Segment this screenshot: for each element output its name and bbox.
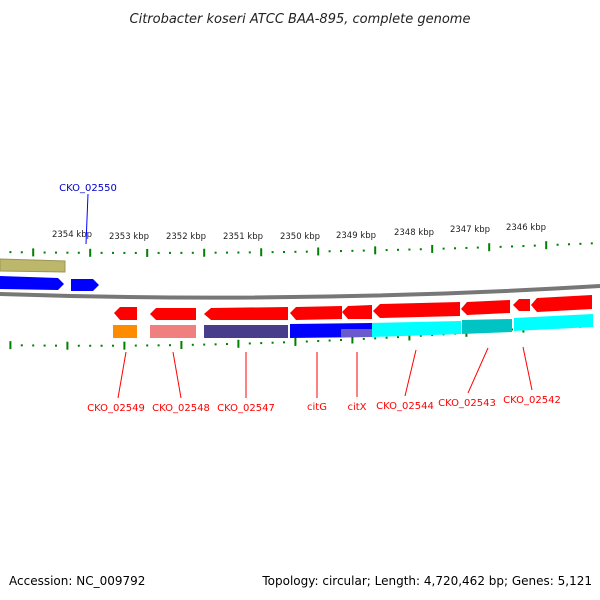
scale-label: 2350 kbp: [280, 232, 320, 242]
gene-citg[interactable]: [290, 306, 342, 320]
scale-label: 2352 kbp: [166, 232, 206, 242]
scale-label: 2349 kbp: [336, 231, 376, 241]
gene-label-lines: [117, 346, 533, 399]
gene-cko-02542a[interactable]: [513, 299, 530, 311]
gene-label-cko-02544[interactable]: CKO_02544: [376, 401, 434, 412]
cog-feature-pink: [150, 325, 196, 338]
map-title: Citrobacter koseri ATCC BAA-895, complet…: [130, 12, 471, 27]
gene-cko-02547[interactable]: [204, 307, 288, 320]
scale-label: 2348 kbp: [394, 228, 434, 238]
gene-cko-02543[interactable]: [461, 300, 510, 315]
cog-feature-teal: [462, 319, 512, 334]
scale-label: 2354 kbp: [52, 230, 92, 240]
gene-cko-02548[interactable]: [150, 308, 196, 320]
gene-label-cko-02548[interactable]: CKO_02548: [152, 403, 210, 414]
scale-labels: 2354 kbp 2353 kbp 2352 kbp 2351 kbp 2350 kbp…: [52, 223, 546, 242]
scale-label: 2347 kbp: [450, 225, 490, 235]
gene-label-citx[interactable]: citX: [347, 402, 366, 413]
cog-feature-cyan-2: [514, 314, 593, 331]
accession-text: Accession: NC_009792: [9, 574, 146, 588]
gene-cko-02549[interactable]: [114, 307, 137, 320]
gene-label-cko-02542[interactable]: CKO_02542: [503, 395, 561, 406]
gene-label-cko-02543[interactable]: CKO_02543: [438, 398, 496, 409]
genome-summary-text: Topology: circular; Length: 4,720,462 bp…: [262, 574, 592, 588]
scale-label: 2351 kbp: [223, 232, 263, 242]
cog-feature-slate: [341, 329, 372, 337]
cog-feature-olive: [0, 258, 66, 273]
gene-label-line: [85, 193, 89, 245]
gene-cko-02544[interactable]: [373, 302, 460, 318]
gene-label-cko-02550[interactable]: CKO_02550: [59, 183, 117, 194]
gene-label-cko-02547[interactable]: CKO_02547: [217, 403, 275, 414]
gene-citx[interactable]: [342, 305, 372, 319]
gene-cko-02542[interactable]: [531, 295, 592, 312]
cog-feature-navy: [204, 325, 288, 338]
scale-label: 2353 kbp: [109, 232, 149, 242]
cog-feature-orange: [113, 325, 137, 338]
gene-label-citg[interactable]: citG: [307, 402, 327, 413]
cog-feature-cyan: [372, 321, 461, 337]
gene-label-cko-02549[interactable]: CKO_02549: [87, 403, 145, 414]
genome-backbone: [0, 284, 600, 300]
scale-label: 2346 kbp: [506, 223, 546, 233]
gene-forward[interactable]: [0, 276, 64, 290]
gene-cko-02550[interactable]: [71, 279, 99, 291]
